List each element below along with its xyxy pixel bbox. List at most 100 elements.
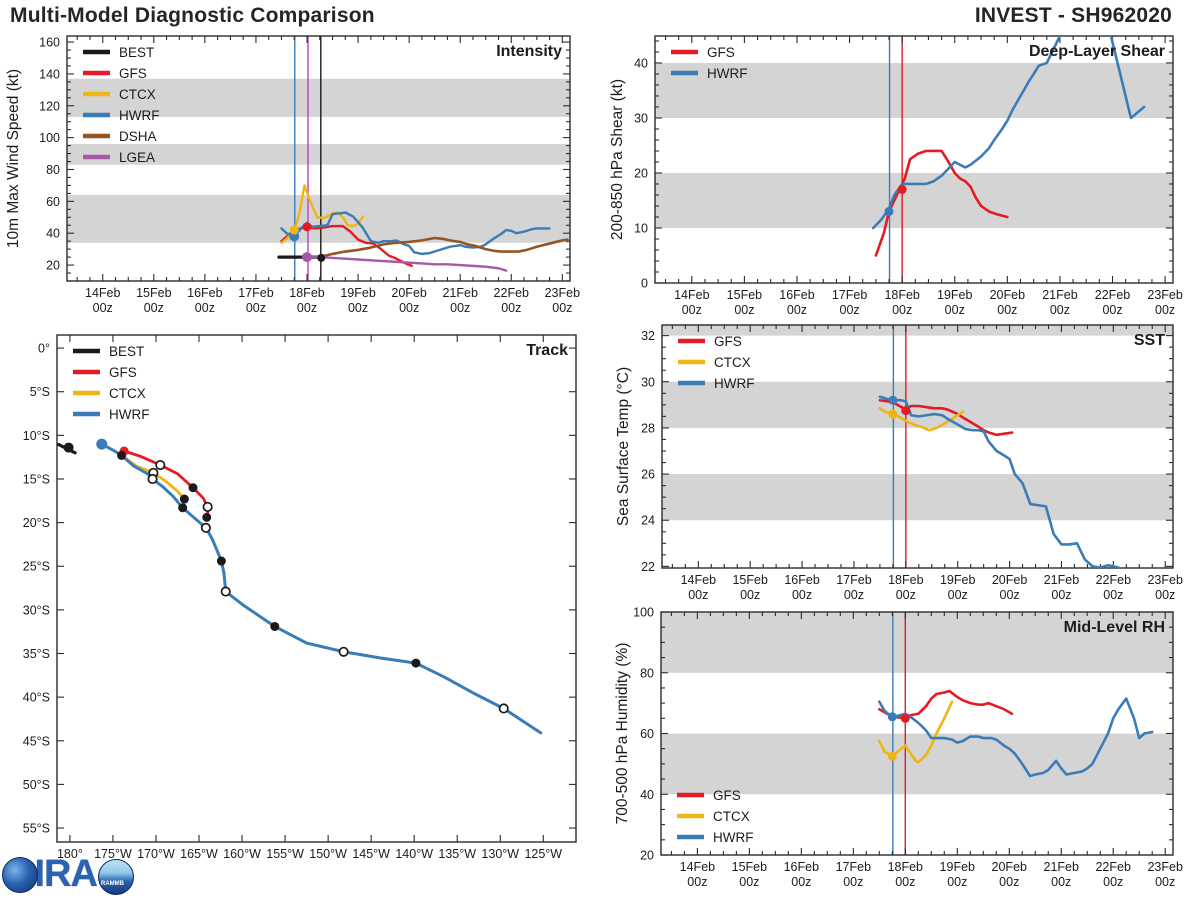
sst-legend-label: CTCX	[714, 355, 751, 370]
sst-ytick-label: 28	[641, 421, 655, 435]
sst-xtick-label: 18Feb	[888, 573, 923, 587]
shear-xtick-label: 16Feb	[779, 288, 814, 302]
sst-xtick-label: 20Feb	[992, 573, 1027, 587]
rh-ytick-label: 80	[640, 666, 654, 680]
rh-xtick-label: 00z	[687, 875, 707, 889]
track-ytick-label: 45°S	[23, 734, 50, 748]
rammb-logo-text: RAMMB	[101, 881, 124, 887]
intensity-legend-label: CTCX	[119, 87, 156, 102]
intensity-band	[67, 194, 570, 243]
sst-ytick-label: 32	[641, 329, 655, 343]
track-xtick-label: 135°W	[438, 847, 476, 861]
intensity-frame	[66, 35, 571, 282]
sst-xtick-label: 00z	[740, 588, 760, 602]
shear-legend-label: GFS	[707, 45, 735, 60]
intensity-xtick-label: 00z	[246, 301, 266, 315]
intensity-xtick-label: 21Feb	[442, 286, 477, 300]
sst-xtick-label: 14Feb	[681, 573, 716, 587]
intensity-legend-label: GFS	[119, 66, 147, 81]
intensity-band	[67, 78, 570, 117]
sst-xtick-label: 00z	[688, 588, 708, 602]
sst-marker-dot	[888, 409, 898, 419]
intensity-ytick-label: 60	[46, 195, 60, 209]
sst-ytick-label: 22	[641, 560, 655, 574]
track-marker-filled	[411, 658, 421, 668]
track-xtick-label: 155°W	[266, 847, 304, 861]
intensity-xtick-label: 20Feb	[391, 286, 426, 300]
intensity-ytick-label: 20	[46, 259, 60, 273]
track-marker-filled	[117, 450, 127, 460]
intensity-ytick-label: 140	[39, 67, 60, 81]
track-panel-title: Track	[526, 342, 568, 359]
rh-frame	[660, 611, 1174, 856]
track-ytick-label: 50°S	[23, 778, 50, 792]
sst-legend-label: GFS	[714, 334, 742, 349]
track-marker-filled	[270, 621, 280, 631]
rh-ytick-label: 60	[640, 727, 654, 741]
intensity-xtick-label: 00z	[93, 301, 113, 315]
track-xtick-label: 165°W	[180, 847, 218, 861]
sst-xtick-label: 15Feb	[732, 573, 767, 587]
sst-xtick-label: 00z	[1155, 588, 1175, 602]
rh-xtick-label: 18Feb	[888, 860, 923, 874]
sst-xtick-label: 00z	[896, 588, 916, 602]
shear-frame	[654, 35, 1174, 284]
sst-marker-dot	[888, 395, 898, 405]
intensity-ytick-label: 100	[39, 131, 60, 145]
shear-xtick-label: 14Feb	[674, 288, 709, 302]
intensity-xtick-label: 14Feb	[85, 286, 120, 300]
intensity-series-dsha	[321, 236, 569, 258]
intensity-marker-dot	[302, 252, 313, 263]
shear-xtick-label: 19Feb	[937, 288, 972, 302]
intensity-marker-dot	[289, 231, 300, 242]
track-xtick-label: 125°W	[524, 847, 562, 861]
rh-xtick-label: 19Feb	[940, 860, 975, 874]
shear-marker-dot	[884, 206, 894, 216]
sst-ytick-label: 26	[641, 468, 655, 482]
shear-xtick-label: 23Feb	[1147, 288, 1182, 302]
sst-ytick-label: 30	[641, 375, 655, 389]
intensity-legend-label: BEST	[119, 45, 154, 60]
sst-frame	[661, 324, 1174, 569]
sst-band	[662, 474, 1173, 521]
track-xtick-label: 170°W	[137, 847, 175, 861]
track-ytick-label: 15°S	[23, 472, 50, 486]
rh-xtick-label: 17Feb	[836, 860, 871, 874]
intensity-legend-label: LGEA	[119, 150, 155, 165]
shear-panel-title: Deep-Layer Shear	[1029, 43, 1165, 60]
shear-series-hwrf	[1109, 36, 1146, 120]
shear-y-axis-label: 200-850 hPa Shear (kt)	[609, 79, 626, 240]
intensity-xtick-label: 00z	[348, 301, 368, 315]
track-ytick-label: 40°S	[23, 691, 50, 705]
sst-series-hwrf	[878, 395, 1120, 568]
rh-ytick-label: 100	[633, 606, 654, 620]
sst-xtick-label: 00z	[844, 588, 864, 602]
shear-marker-dot	[897, 184, 907, 194]
intensity-ytick-label: 80	[46, 163, 60, 177]
intensity-marker-dot	[302, 222, 312, 232]
shear-xtick-label: 00z	[787, 303, 807, 317]
shear-xtick-label: 00z	[682, 303, 702, 317]
track-ytick-label: 35°S	[23, 647, 50, 661]
sst-xtick-label: 21Feb	[1044, 573, 1079, 587]
sst-panel: 14Feb00z15Feb00z16Feb00z17Feb00z18Feb00z…	[615, 324, 1183, 602]
shear-legend-label: HWRF	[707, 66, 748, 81]
shear-xtick-label: 22Feb	[1095, 288, 1130, 302]
rh-marker-dot	[900, 713, 910, 723]
sst-ytick-label: 24	[641, 514, 655, 528]
intensity-xtick-label: 00z	[501, 301, 521, 315]
sst-xtick-label: 19Feb	[940, 573, 975, 587]
rh-xtick-label: 00z	[791, 875, 811, 889]
shear-panel: 14Feb00z15Feb00z16Feb00z17Feb00z18Feb00z…	[609, 35, 1183, 317]
shear-xtick-label: 00z	[997, 303, 1017, 317]
track-series-hwrf	[100, 442, 543, 735]
shear-xtick-label: 00z	[1155, 303, 1175, 317]
track-marker-filled	[216, 556, 226, 566]
sst-xtick-label: 17Feb	[836, 573, 871, 587]
shear-ytick-label: 20	[634, 166, 648, 180]
globe-icon	[2, 857, 38, 893]
shear-ytick-label: 40	[634, 56, 648, 70]
track-ytick-label: 25°S	[23, 560, 50, 574]
sst-xtick-label: 00z	[1051, 588, 1071, 602]
